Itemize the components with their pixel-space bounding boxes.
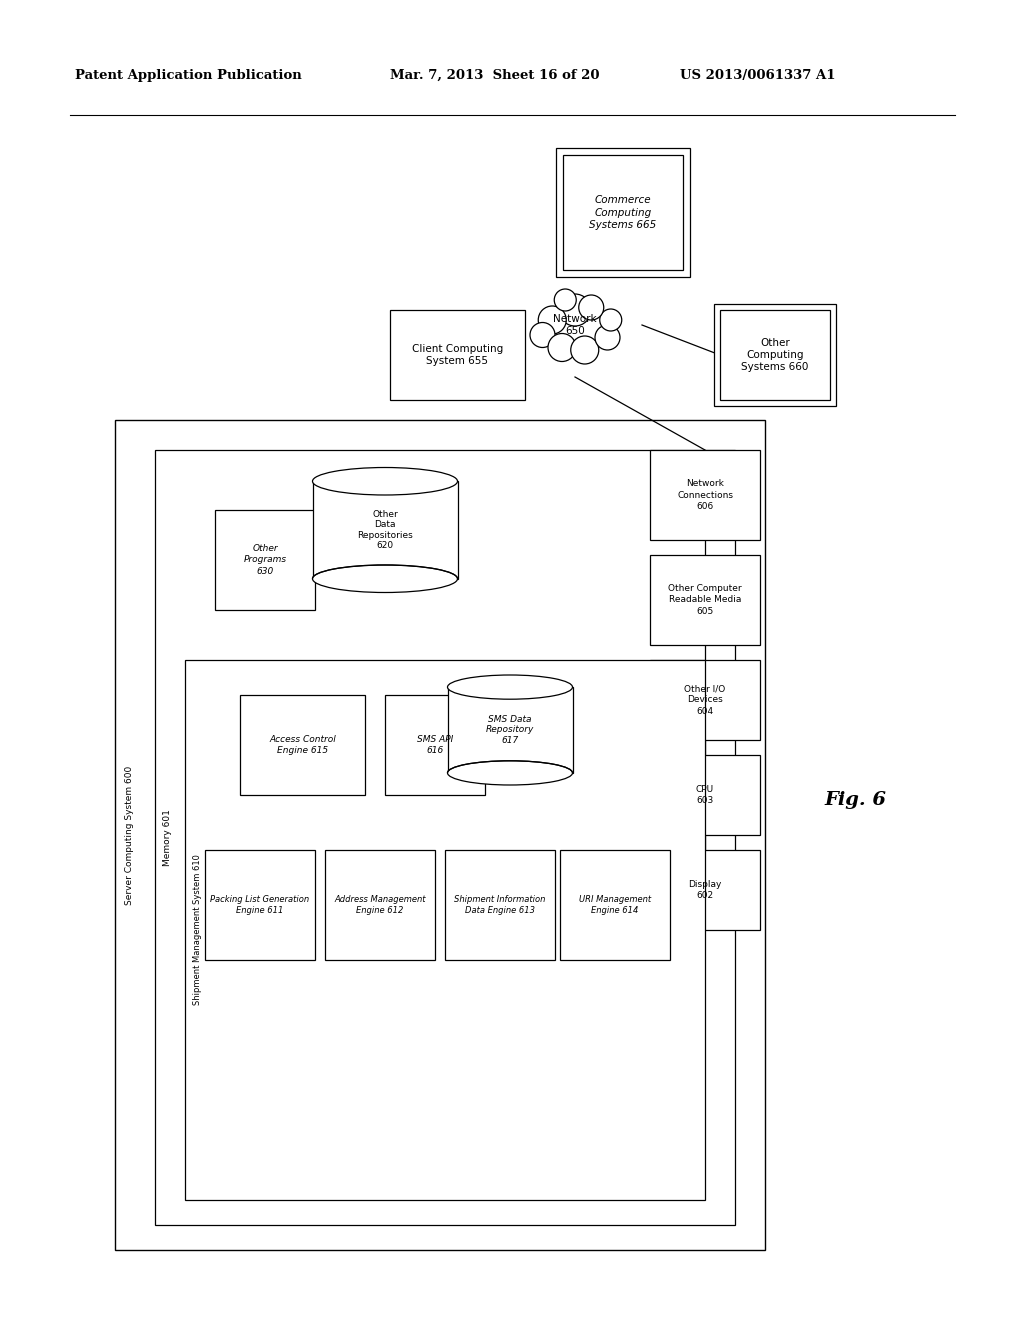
Ellipse shape [312,467,458,495]
Bar [650,850,760,931]
Ellipse shape [447,760,572,785]
Bar [115,420,765,1250]
Text: Network
650: Network 650 [553,314,597,337]
Circle shape [595,325,620,350]
Bar [390,310,525,400]
Text: SMS Data
Repository
617: SMS Data Repository 617 [485,715,535,744]
Text: US 2013/0061337 A1: US 2013/0061337 A1 [680,69,836,82]
Text: Client Computing
System 655: Client Computing System 655 [412,343,503,366]
Text: Other I/O
Devices
604: Other I/O Devices 604 [684,684,726,715]
Bar [445,850,555,960]
Bar [556,148,690,277]
Bar [650,660,760,741]
Text: Patent Application Publication: Patent Application Publication [75,69,302,82]
Bar [447,688,572,774]
Text: Network
Connections
606: Network Connections 606 [677,479,733,511]
Text: Shipment Information
Data Engine 613: Shipment Information Data Engine 613 [455,895,546,915]
Bar [650,755,760,836]
Text: Mar. 7, 2013  Sheet 16 of 20: Mar. 7, 2013 Sheet 16 of 20 [390,69,599,82]
Circle shape [530,322,555,347]
Text: Access Control
Engine 615: Access Control Engine 615 [269,735,336,755]
Text: CPU
603: CPU 603 [696,785,714,805]
Bar [312,482,458,578]
Text: URI Management
Engine 614: URI Management Engine 614 [579,895,651,915]
Bar [385,696,485,795]
Text: Other
Programs
630: Other Programs 630 [244,544,287,576]
Text: Memory 601: Memory 601 [164,809,172,866]
Text: Packing List Generation
Engine 611: Packing List Generation Engine 611 [211,895,309,915]
Text: Other Computer
Readable Media
605: Other Computer Readable Media 605 [669,585,741,615]
Ellipse shape [312,565,458,593]
Text: Other
Data
Repositories
620: Other Data Repositories 620 [357,510,413,550]
Circle shape [548,334,575,362]
Bar [560,850,670,960]
Bar [205,850,315,960]
Bar [720,310,830,400]
Text: Server Computing System 600: Server Computing System 600 [125,766,133,904]
Circle shape [554,289,577,312]
Text: Address Management
Engine 612: Address Management Engine 612 [334,895,426,915]
Text: Display
602: Display 602 [688,880,722,900]
Circle shape [600,309,622,331]
Circle shape [559,294,591,326]
Bar [185,660,705,1200]
Bar [215,510,315,610]
Text: Commerce
Computing
Systems 665: Commerce Computing Systems 665 [590,195,656,230]
Bar [240,696,365,795]
Bar [714,304,836,407]
Bar [155,450,735,1225]
Circle shape [539,306,566,334]
Text: Other
Computing
Systems 660: Other Computing Systems 660 [741,338,809,372]
Ellipse shape [447,675,572,700]
Circle shape [579,294,604,319]
Bar [325,850,435,960]
Bar [650,554,760,645]
Text: Fig. 6: Fig. 6 [824,791,886,809]
Text: Shipment Management System 610: Shipment Management System 610 [194,854,203,1006]
Bar [563,154,683,271]
Bar [650,450,760,540]
Circle shape [570,337,599,364]
Text: SMS API
616: SMS API 616 [417,735,454,755]
